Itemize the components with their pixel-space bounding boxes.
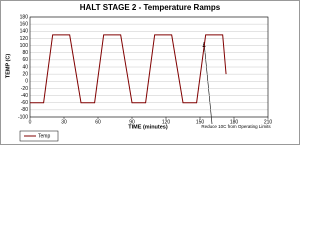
y-tick-label: 40 <box>22 64 28 70</box>
x-tick-label: 90 <box>129 119 135 125</box>
annotation-arrow <box>203 41 213 125</box>
y-tick-label: 80 <box>22 50 28 56</box>
x-axis-label: TIME (minutes) <box>128 124 168 130</box>
x-tick-label: 210 <box>264 119 273 125</box>
legend <box>19 130 59 142</box>
y-tick-label: 140 <box>20 29 29 35</box>
series-line <box>30 34 227 104</box>
y-tick-label: -100 <box>18 114 28 120</box>
annotation: Reduce 10C from Operating Limits <box>201 124 271 129</box>
x-tick-label: 180 <box>230 119 239 125</box>
legend-label: Temp <box>38 133 50 139</box>
y-tick-label: 120 <box>20 36 29 42</box>
x-tick-label: 150 <box>196 119 205 125</box>
y-tick-label: 60 <box>22 57 28 63</box>
x-tick-label: 60 <box>95 119 101 125</box>
y-tick-label: -40 <box>21 93 28 99</box>
y-axis-label: TEMP (C) <box>5 54 11 79</box>
y-tick-label: 0 <box>25 79 28 85</box>
y-tick-label: -20 <box>21 86 28 92</box>
y-tick-label: 160 <box>20 21 29 27</box>
chart-title: HALT STAGE 2 - Temperature Ramps <box>80 3 221 12</box>
x-tick-label: 120 <box>162 119 171 125</box>
y-tick-label: -80 <box>21 107 28 113</box>
plot-frame <box>29 16 269 118</box>
x-tick-label: 30 <box>61 119 67 125</box>
y-tick-label: 180 <box>20 14 29 20</box>
y-tick-label: 20 <box>22 71 28 77</box>
y-tick-label: 100 <box>20 43 29 49</box>
y-tick-label: -60 <box>21 100 28 106</box>
chart: HALT STAGE 2 - Temperature Ramps TEMP (C… <box>0 0 300 145</box>
x-tick-label: 0 <box>29 119 32 125</box>
